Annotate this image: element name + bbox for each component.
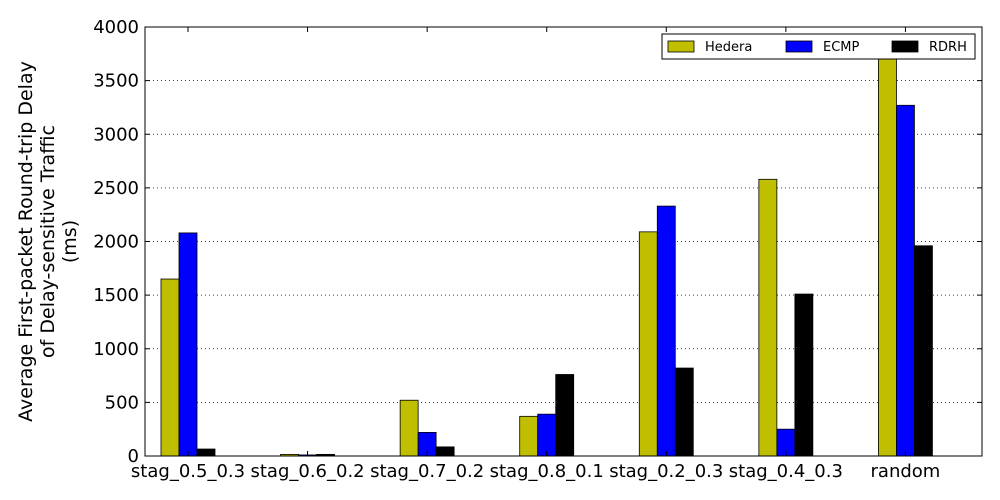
legend-label-ecmp: ECMP	[823, 40, 860, 55]
bar-rdrh-5	[794, 293, 814, 457]
y-tick-label: 2500	[93, 178, 139, 199]
bar-ecmp-0	[178, 232, 198, 457]
y-axis-title-line: of Delay-sensitive Traffic	[37, 125, 59, 358]
bar-rdrh-6	[914, 245, 933, 457]
y-axis-title-line: Average First-packet Round-trip Delay	[15, 61, 37, 422]
bars	[160, 57, 933, 457]
bar-rdrh-4	[674, 367, 694, 457]
y-axis-title-line: (ms)	[59, 220, 81, 263]
axis-ticks: 0 500 1000 1500 2000 2500 3000 3500 4000 stag_0.5…	[93, 17, 982, 482]
y-tick-label: 1000	[93, 339, 139, 360]
bar-ecmp-6	[896, 104, 915, 457]
y-tick-label: 3000	[93, 124, 139, 145]
bar-hedera-3	[519, 415, 539, 457]
bar-ecmp-4	[656, 205, 676, 457]
legend-swatch-ecmp	[785, 40, 813, 53]
y-tick-label: 4000	[93, 17, 139, 38]
y-tick-label: 2000	[93, 232, 139, 253]
bar-rdrh-3	[555, 374, 575, 457]
legend-swatch-hedera	[667, 40, 695, 53]
x-tick-label: stag_0.2_0.3	[609, 461, 723, 482]
x-tick-label: stag_0.8_0.1	[490, 461, 604, 482]
y-tick-label: 1500	[93, 285, 139, 306]
bar-hedera-6	[878, 57, 897, 457]
legend-label-rdrh: RDRH	[929, 40, 967, 55]
legend-swatch-rdrh	[891, 40, 919, 53]
bar-hedera-5	[758, 178, 778, 457]
x-tick-label: stag_0.6_0.2	[250, 461, 364, 482]
x-tick-label: stag_0.7_0.2	[370, 461, 484, 482]
grid-lines	[145, 80, 982, 403]
legend: Hedera ECMP RDRH	[661, 33, 976, 60]
x-tick-label: random	[871, 461, 941, 482]
y-tick-label: 3500	[93, 71, 139, 92]
bar-ecmp-3	[537, 413, 557, 457]
x-tick-label: stag_0.4_0.3	[729, 461, 843, 482]
y-tick-label: 500	[105, 392, 139, 413]
y-axis-title: Average First-packet Round-trip Delay of …	[15, 61, 81, 422]
bar-hedera-0	[160, 278, 180, 457]
bar-rdrh-2	[435, 446, 455, 457]
legend-box	[661, 33, 976, 60]
bar-rdrh-0	[196, 448, 216, 457]
y-tick-label: 0	[128, 446, 139, 467]
bar-hedera-4	[638, 231, 658, 457]
bar-hedera-2	[399, 399, 419, 457]
x-tick-label: stag_0.5_0.3	[131, 461, 245, 482]
legend-label-hedera: Hedera	[705, 40, 752, 55]
